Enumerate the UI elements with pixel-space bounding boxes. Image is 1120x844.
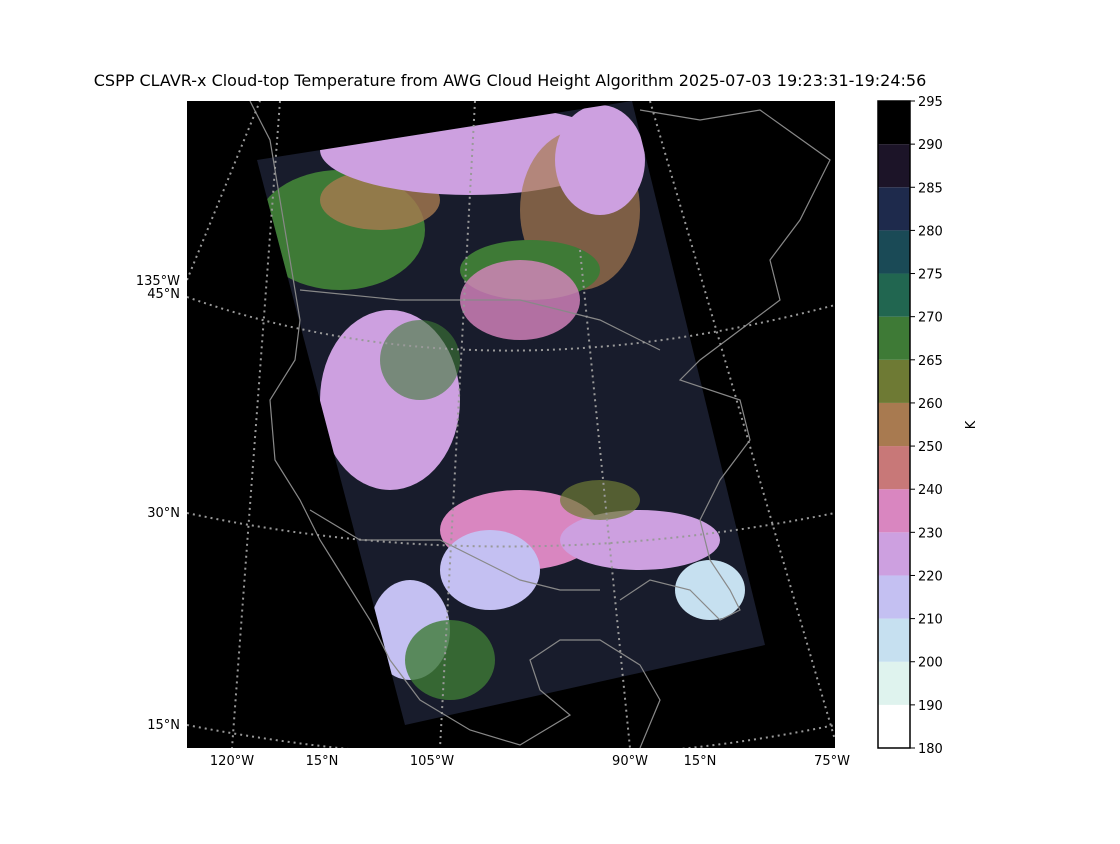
- colorbar-segment: [878, 618, 910, 662]
- colorbar-tick-label: 290: [918, 138, 943, 153]
- map-label: 30°N: [147, 506, 180, 521]
- colorbar-segment: [878, 101, 910, 145]
- title: CSPP CLAVR-x Cloud-top Temperature from …: [94, 71, 927, 90]
- colorbar-segment: [878, 489, 910, 533]
- colorbar-tick-label: 270: [918, 311, 943, 326]
- colorbar-segment: [878, 316, 910, 360]
- colorbar-segment: [878, 230, 910, 274]
- map-label: 15°N: [306, 754, 339, 769]
- colorbar-segment: [878, 402, 910, 447]
- map-label: 75°W: [814, 754, 850, 769]
- colorbar-segment: [878, 575, 910, 619]
- map-label: 90°W: [612, 754, 648, 769]
- colorbar-tick-label: 210: [918, 613, 943, 628]
- colorbar-tick-label: 240: [918, 483, 943, 498]
- colorbar-tick-label: 260: [918, 397, 943, 412]
- colorbar-segment: [878, 187, 910, 231]
- colorbar-tick-label: 200: [918, 656, 943, 671]
- colorbar-segment: [878, 532, 910, 576]
- colorbar-tick-label: 230: [918, 526, 943, 541]
- colorbar: 180 190 200 210 220 230 240 250 260 265 270 275 280 2…: [877, 95, 943, 757]
- map-label: 135°W: [136, 274, 180, 289]
- colorbar-segment: [878, 359, 910, 403]
- cloud-field: [257, 105, 745, 700]
- colorbar-tick-label: 220: [918, 569, 943, 584]
- colorbar-tick-label: 250: [918, 440, 943, 455]
- colorbar-tick-label: 190: [918, 699, 943, 714]
- colorbar-segment: [878, 144, 910, 188]
- map-label: 15°N: [147, 718, 180, 733]
- colorbar-segment: [878, 273, 910, 317]
- colorbar-tick-label: 180: [918, 742, 943, 757]
- colorbar-segment: [878, 661, 910, 705]
- map-label: 120°W: [210, 754, 254, 769]
- colorbar-segment: [878, 446, 910, 490]
- colorbar-label: K: [964, 420, 979, 429]
- map-label: 15°N: [684, 754, 717, 769]
- map-label: 45°N: [147, 287, 180, 302]
- map: [187, 101, 835, 748]
- map-label: 105°W: [410, 754, 454, 769]
- colorbar-segment: [878, 704, 910, 748]
- colorbar-tick-label: 265: [918, 354, 943, 369]
- graticule: [187, 101, 835, 748]
- colorbar-tick-label: 295: [918, 95, 943, 110]
- colorbar-tick-label: 280: [918, 224, 943, 239]
- colorbar-frame: [877, 100, 911, 749]
- colorbar-tick-label: 285: [918, 181, 943, 196]
- colorbar-tick-label: 275: [918, 268, 943, 283]
